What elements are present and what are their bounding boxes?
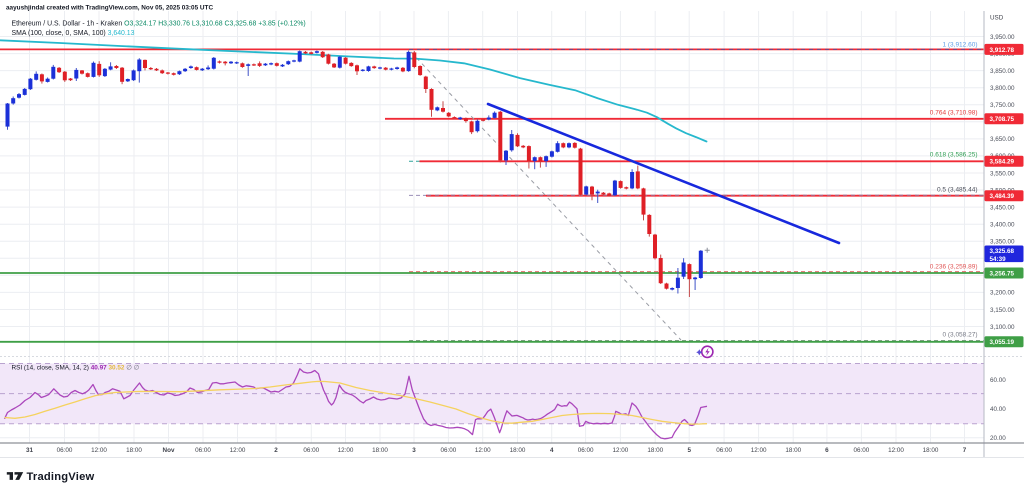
svg-text:18:00: 18:00 — [647, 447, 663, 454]
svg-text:0.5 (3,485.44): 0.5 (3,485.44) — [937, 186, 977, 193]
svg-text:06:00: 06:00 — [716, 447, 732, 454]
svg-text:18:00: 18:00 — [126, 447, 142, 454]
svg-text:18:00: 18:00 — [785, 447, 801, 454]
svg-text:12:00: 12:00 — [751, 447, 767, 454]
svg-text:3,800.00: 3,800.00 — [990, 85, 1015, 92]
svg-text:3,850.00: 3,850.00 — [990, 68, 1015, 75]
svg-text:3,200.00: 3,200.00 — [990, 290, 1015, 297]
svg-text:5: 5 — [687, 447, 691, 454]
svg-text:3,400.00: 3,400.00 — [990, 222, 1015, 229]
svg-text:3,484.39: 3,484.39 — [990, 193, 1015, 200]
svg-text:18:00: 18:00 — [510, 447, 526, 454]
svg-text:3,912.78: 3,912.78 — [990, 47, 1015, 54]
svg-text:4: 4 — [550, 447, 554, 454]
svg-text:18:00: 18:00 — [923, 447, 939, 454]
svg-text:06:00: 06:00 — [854, 447, 870, 454]
svg-text:3,350.00: 3,350.00 — [990, 239, 1015, 246]
svg-text:54:39: 54:39 — [990, 256, 1007, 263]
svg-text:2: 2 — [274, 447, 278, 454]
svg-text:3,950.00: 3,950.00 — [990, 34, 1015, 41]
svg-text:0.618 (3,586.25): 0.618 (3,586.25) — [930, 152, 978, 159]
svg-text:0 (3,058.27): 0 (3,058.27) — [942, 332, 977, 339]
svg-text:12:00: 12:00 — [613, 447, 629, 454]
svg-text:06:00: 06:00 — [195, 447, 211, 454]
svg-text:3,100.00: 3,100.00 — [990, 324, 1015, 331]
svg-text:12:00: 12:00 — [338, 447, 354, 454]
svg-text:TradingView: TradingView — [27, 471, 95, 483]
svg-text:7: 7 — [963, 447, 967, 454]
svg-text:Nov: Nov — [163, 447, 175, 454]
svg-text:aayushjindal created with Trad: aayushjindal created with TradingView.co… — [6, 5, 213, 12]
svg-text:0.764 (3,710.98): 0.764 (3,710.98) — [930, 110, 978, 117]
svg-text:60.00: 60.00 — [990, 377, 1006, 384]
svg-text:06:00: 06:00 — [441, 447, 457, 454]
svg-text:12:00: 12:00 — [888, 447, 904, 454]
svg-text:20.00: 20.00 — [990, 435, 1006, 442]
svg-text:3: 3 — [412, 447, 416, 454]
svg-text:12:00: 12:00 — [230, 447, 246, 454]
svg-text:06:00: 06:00 — [578, 447, 594, 454]
svg-text:USD: USD — [990, 15, 1004, 22]
svg-text:06:00: 06:00 — [57, 447, 73, 454]
svg-text:0.236 (3,259.89): 0.236 (3,259.89) — [930, 263, 978, 270]
svg-text:3,450.00: 3,450.00 — [990, 204, 1015, 211]
svg-text:6: 6 — [825, 447, 829, 454]
svg-text:3,055.19: 3,055.19 — [990, 339, 1015, 346]
svg-text:3,550.00: 3,550.00 — [990, 170, 1015, 177]
svg-text:06:00: 06:00 — [303, 447, 319, 454]
svg-text:RSI (14, close, SMA, 14, 2) 40: RSI (14, close, SMA, 14, 2) 40.97 30.52 … — [12, 364, 140, 371]
svg-text:1 (3,912.60): 1 (3,912.60) — [942, 42, 977, 49]
svg-text:3,325.68: 3,325.68 — [990, 248, 1015, 255]
svg-text:40.00: 40.00 — [990, 406, 1006, 413]
svg-text:SMA (100, close, 0, SMA, 100): SMA (100, close, 0, SMA, 100) 3,640.13 — [12, 30, 135, 37]
svg-text:18:00: 18:00 — [372, 447, 388, 454]
svg-text:31: 31 — [26, 447, 34, 454]
svg-text:3,150.00: 3,150.00 — [990, 307, 1015, 314]
svg-text:3,256.75: 3,256.75 — [990, 270, 1015, 277]
svg-text:12:00: 12:00 — [91, 447, 107, 454]
svg-text:3,750.00: 3,750.00 — [990, 102, 1015, 109]
svg-text:Ethereum / U.S. Dollar - 1h -: Ethereum / U.S. Dollar - 1h - Kraken O3,… — [12, 21, 306, 28]
svg-text:3,584.29: 3,584.29 — [990, 159, 1015, 166]
svg-text:3,708.75: 3,708.75 — [990, 116, 1015, 123]
svg-text:3,650.00: 3,650.00 — [990, 136, 1015, 143]
svg-text:12:00: 12:00 — [475, 447, 491, 454]
